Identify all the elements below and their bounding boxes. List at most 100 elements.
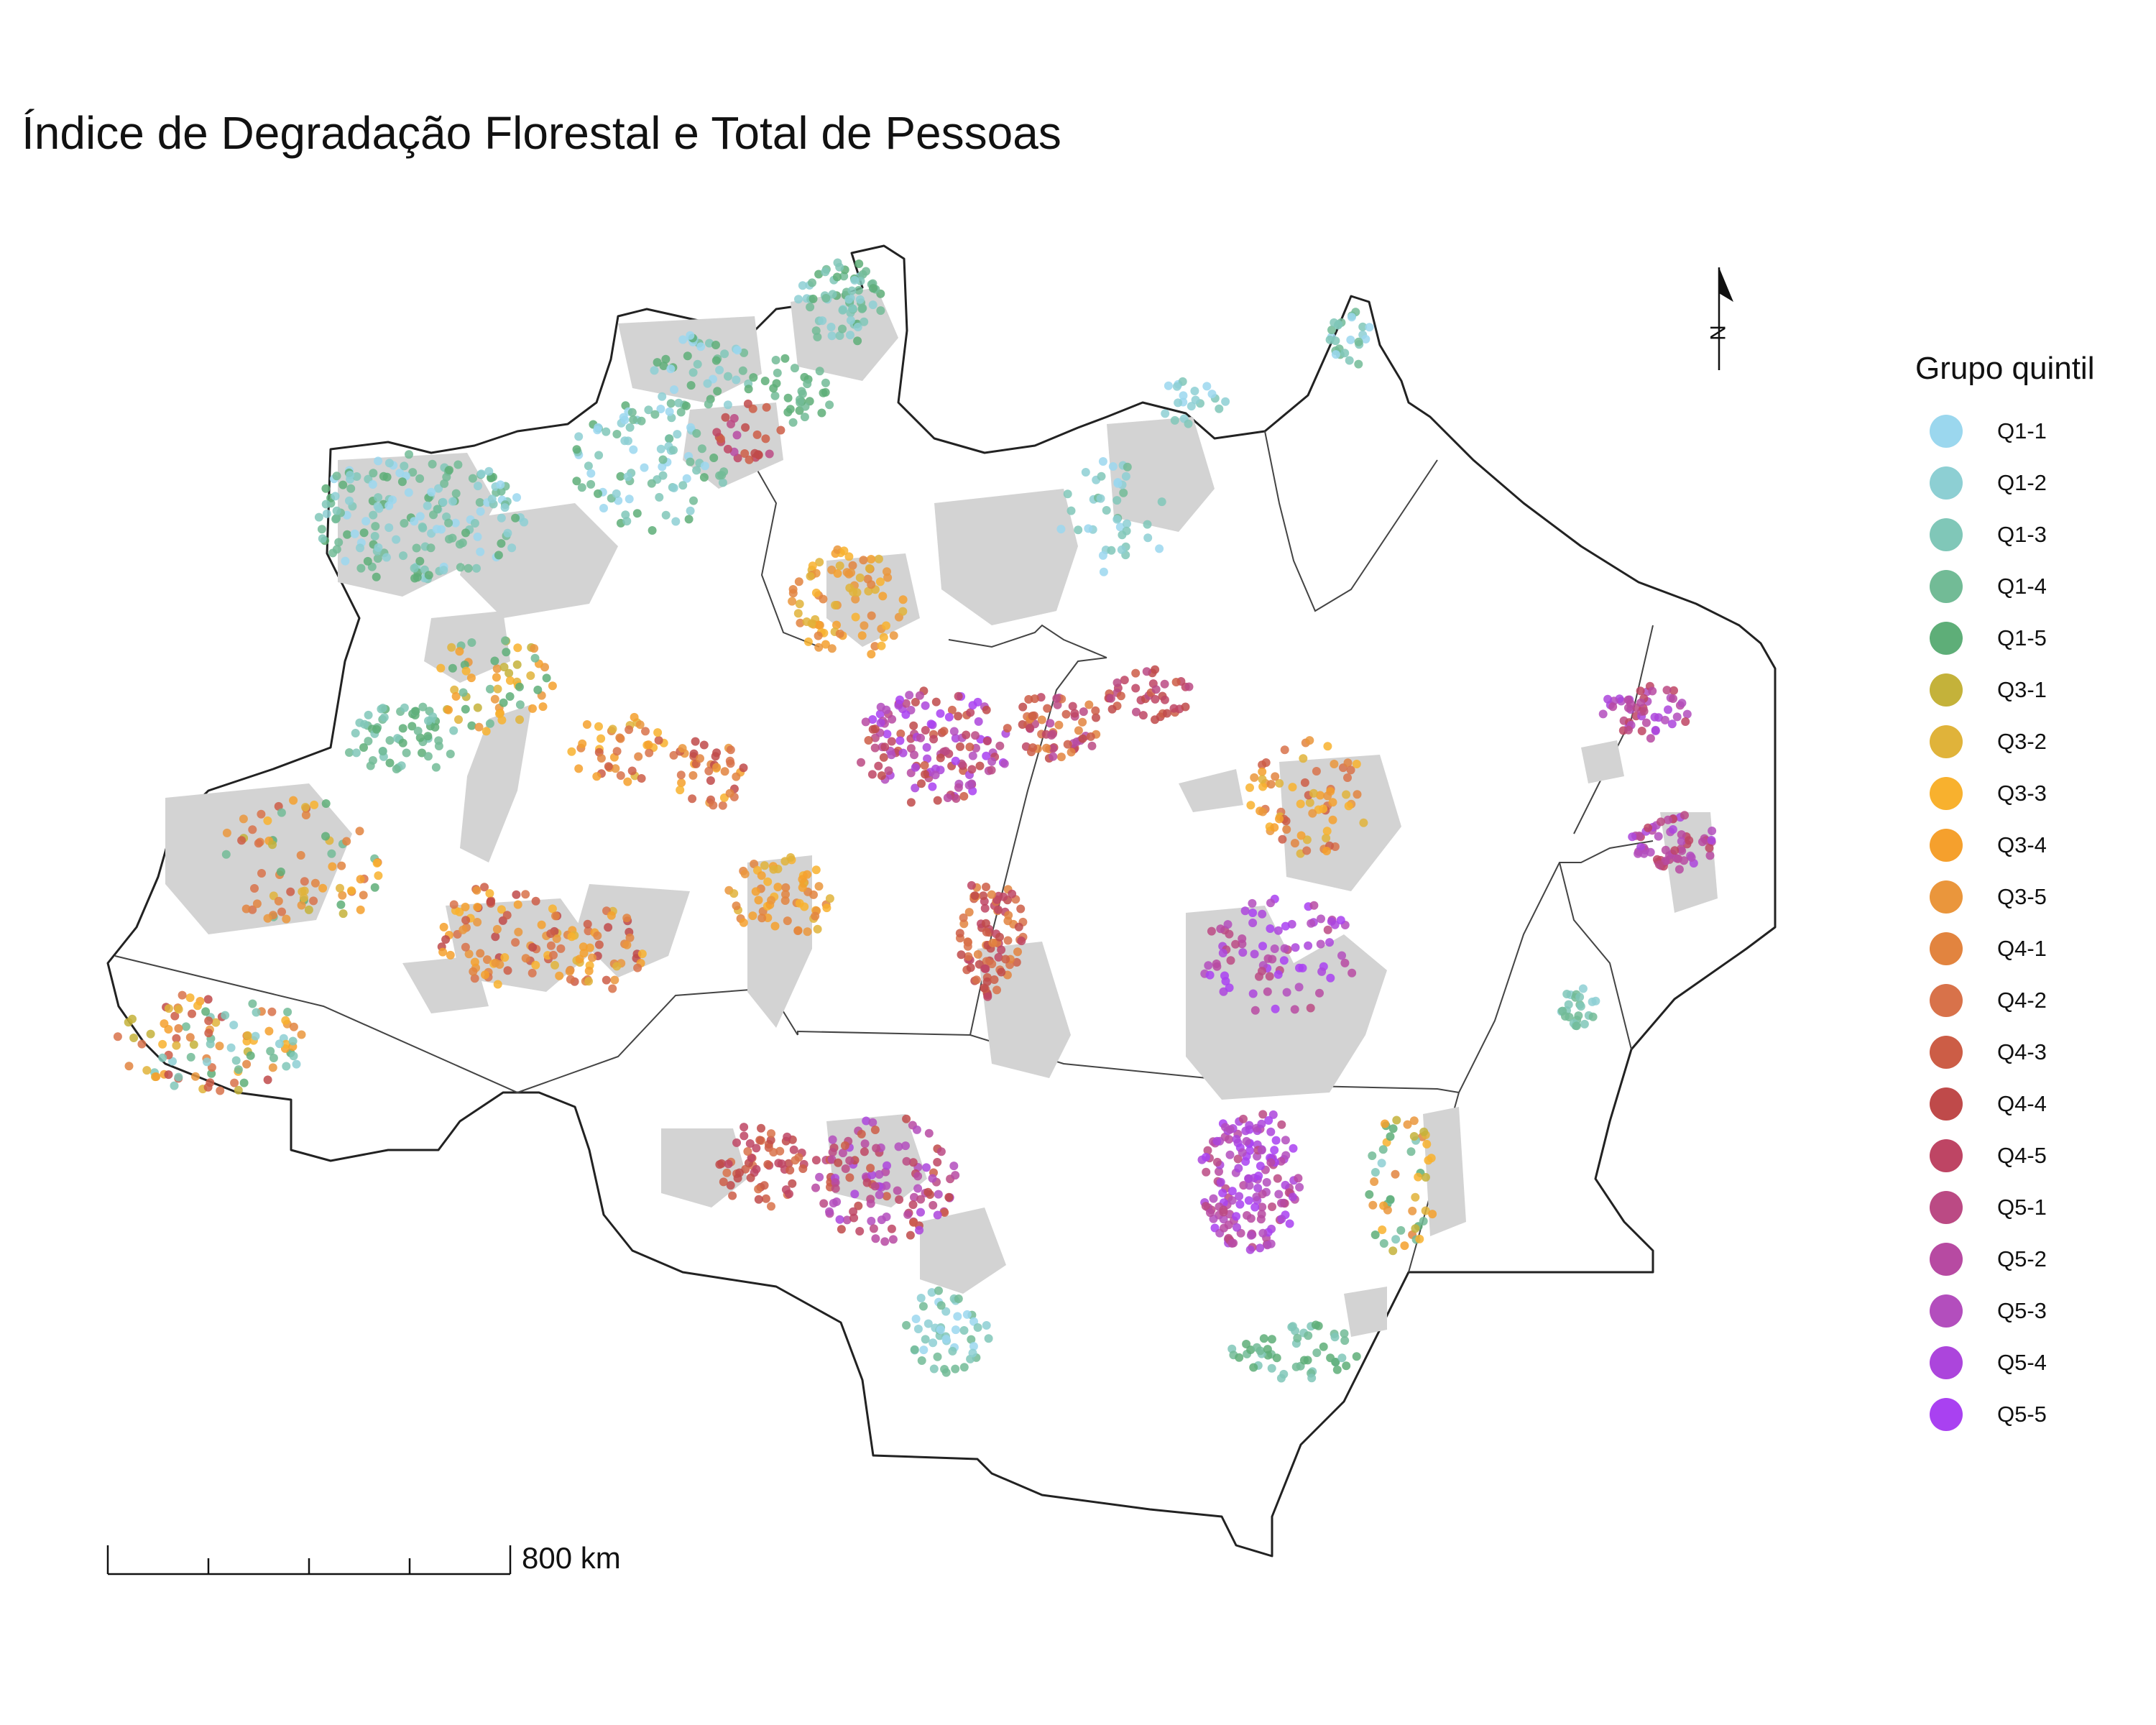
settlement-point bbox=[356, 905, 365, 914]
settlement-point bbox=[1215, 404, 1224, 413]
settlement-point bbox=[798, 875, 807, 884]
settlement-point bbox=[1400, 1241, 1409, 1251]
settlement-point bbox=[975, 761, 985, 770]
settlement-point bbox=[1343, 773, 1352, 782]
settlement-point bbox=[379, 713, 389, 722]
settlement-point bbox=[1054, 720, 1064, 730]
settlement-point bbox=[1323, 791, 1332, 801]
settlement-point bbox=[246, 1051, 255, 1060]
settlement-point bbox=[1179, 391, 1188, 400]
settlement-point bbox=[1270, 1146, 1279, 1155]
settlement-point bbox=[297, 901, 306, 910]
settlement-point bbox=[832, 620, 841, 630]
settlement-point bbox=[1288, 783, 1297, 792]
settlement-point bbox=[237, 836, 247, 845]
settlement-point bbox=[781, 883, 791, 892]
settlement-point bbox=[338, 891, 347, 900]
settlement-point bbox=[356, 564, 366, 573]
settlement-point bbox=[921, 701, 930, 710]
settlement-point bbox=[1323, 925, 1332, 934]
settlement-point bbox=[318, 534, 327, 543]
settlement-point bbox=[400, 519, 409, 528]
settlement-point bbox=[1421, 1206, 1430, 1215]
settlement-point bbox=[470, 519, 479, 528]
settlement-point bbox=[1232, 1135, 1241, 1144]
settlement-point bbox=[1280, 944, 1289, 953]
settlement-point bbox=[740, 1123, 749, 1132]
settlement-point bbox=[857, 1129, 866, 1138]
settlement-point bbox=[933, 1210, 942, 1220]
settlement-point bbox=[931, 770, 940, 780]
settlement-point bbox=[1661, 845, 1670, 855]
settlement-point bbox=[868, 715, 877, 724]
settlement-point bbox=[1216, 1177, 1225, 1187]
settlement-point bbox=[1266, 924, 1275, 933]
settlement-point bbox=[689, 749, 699, 758]
settlement-point bbox=[492, 664, 502, 673]
settlement-point bbox=[1000, 759, 1009, 768]
settlement-point bbox=[635, 720, 645, 730]
settlement-point bbox=[1317, 914, 1325, 924]
settlement-point bbox=[1078, 717, 1087, 727]
settlement-point bbox=[1268, 1202, 1276, 1211]
settlement-point bbox=[814, 631, 823, 640]
settlement-point bbox=[1207, 390, 1217, 399]
settlement-point bbox=[867, 1170, 877, 1179]
settlement-point bbox=[152, 1072, 161, 1081]
settlement-point bbox=[342, 837, 351, 846]
settlement-point bbox=[594, 489, 602, 498]
settlement-point bbox=[1651, 725, 1660, 735]
settlement-point bbox=[686, 331, 695, 340]
north-label: N bbox=[1705, 325, 1729, 341]
settlement-point bbox=[385, 758, 395, 768]
settlement-point bbox=[1636, 698, 1645, 707]
settlement-point bbox=[1306, 1003, 1315, 1013]
settlement-point bbox=[310, 800, 319, 809]
settlement-point bbox=[351, 748, 361, 758]
legend-swatch-icon bbox=[1930, 1346, 1963, 1379]
settlement-point bbox=[475, 498, 484, 507]
settlement-point bbox=[867, 611, 876, 620]
settlement-point bbox=[726, 1181, 735, 1190]
settlement-point bbox=[769, 384, 778, 393]
settlement-point bbox=[941, 1335, 951, 1344]
settlement-point bbox=[917, 1356, 926, 1365]
legend-label: Q3-2 bbox=[1997, 729, 2047, 754]
settlement-point bbox=[752, 430, 762, 439]
settlement-point bbox=[923, 1187, 933, 1197]
settlement-point bbox=[757, 871, 766, 880]
settlement-point bbox=[699, 740, 709, 750]
settlement-point bbox=[257, 869, 266, 878]
settlement-point bbox=[243, 1031, 252, 1040]
settlement-point bbox=[274, 896, 283, 906]
settlement-point bbox=[954, 783, 963, 792]
settlement-point bbox=[633, 963, 642, 972]
settlement-point bbox=[754, 896, 763, 905]
settlement-point bbox=[505, 676, 515, 685]
settlement-point bbox=[954, 712, 963, 721]
settlement-point bbox=[882, 1181, 891, 1190]
settlement-point bbox=[732, 1138, 741, 1147]
settlement-point bbox=[682, 474, 691, 483]
settlement-point bbox=[760, 377, 770, 385]
settlement-point bbox=[741, 423, 750, 432]
settlement-point bbox=[1096, 494, 1105, 503]
settlement-point bbox=[1151, 715, 1159, 724]
settlement-point bbox=[533, 685, 543, 694]
settlement-point bbox=[1281, 921, 1290, 931]
settlement-point bbox=[1087, 741, 1097, 750]
settlement-point bbox=[724, 1159, 733, 1169]
settlement-point bbox=[373, 502, 382, 511]
settlement-point bbox=[644, 405, 653, 415]
settlement-point bbox=[1151, 694, 1160, 704]
settlement-point bbox=[980, 983, 989, 993]
settlement-point bbox=[806, 571, 815, 581]
settlement-point bbox=[129, 1034, 139, 1042]
settlement-point bbox=[1635, 831, 1644, 840]
settlement-point bbox=[939, 727, 949, 736]
settlement-point bbox=[1315, 988, 1324, 998]
settlement-point bbox=[944, 1192, 954, 1202]
settlement-point bbox=[944, 712, 954, 722]
legend: Grupo quintil Q1-1 Q1-2 Q1-3 Q1-4 Q1-5 Q3-1 Q3… bbox=[1915, 351, 2145, 1440]
settlement-point bbox=[1049, 752, 1058, 761]
